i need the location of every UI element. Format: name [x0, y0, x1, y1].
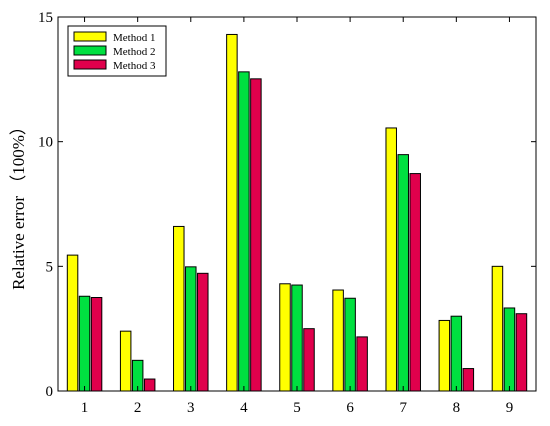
- bar-1-2: [119, 330, 132, 392]
- bar-2-6: [344, 297, 356, 392]
- legend-label: Method 1: [113, 32, 155, 44]
- x-tick-label: 8: [453, 400, 461, 416]
- bar-1-5: [279, 283, 291, 392]
- y-tick-label: 5: [46, 259, 54, 275]
- bar-1-7: [385, 127, 397, 392]
- bar-2-7: [397, 154, 409, 392]
- bar-2-1: [78, 295, 91, 392]
- x-tick-label: 6: [346, 400, 354, 416]
- bar-2-8: [450, 315, 463, 392]
- bar-3-6: [356, 336, 368, 392]
- y-tick-label: 15: [38, 10, 53, 26]
- bar-2-4: [238, 71, 250, 392]
- y-tick-label: 0: [46, 384, 54, 400]
- bar-2-9: [503, 307, 516, 392]
- legend-label: Method 3: [113, 60, 156, 72]
- x-tick-label: 1: [81, 400, 89, 416]
- bar-2-5: [291, 284, 303, 392]
- bar-3-1: [90, 297, 103, 392]
- bar-1-1: [66, 254, 79, 392]
- x-tick-label: 9: [506, 400, 514, 416]
- x-tick-label: 7: [399, 400, 407, 416]
- bar-3-3: [197, 272, 209, 392]
- legend-label: Method 2: [113, 46, 155, 58]
- bar-1-8: [438, 319, 451, 392]
- bar-3-7: [409, 173, 421, 392]
- bar-3-9: [515, 313, 528, 392]
- x-tick-label: 2: [134, 400, 142, 416]
- bar-3-5: [303, 328, 315, 392]
- y-tick-label: 10: [38, 135, 53, 151]
- y-axis-label: Relative error （100%）: [9, 118, 28, 290]
- bar-1-6: [332, 289, 344, 392]
- x-tick-label: 5: [293, 400, 301, 416]
- bar-3-4: [250, 78, 262, 392]
- legend-swatch: [73, 45, 107, 56]
- bar-3-2: [143, 378, 156, 392]
- x-tick-label: 4: [240, 400, 248, 416]
- legend-swatch: [73, 59, 107, 70]
- bar-1-9: [491, 265, 504, 392]
- bar-2-3: [185, 266, 197, 392]
- bar-1-3: [173, 225, 185, 392]
- x-tick-label: 3: [187, 400, 195, 416]
- legend-swatch: [73, 31, 107, 42]
- y-axis-ticks: 0 5 10 15: [38, 10, 536, 400]
- bar-3-8: [462, 368, 475, 392]
- bars-layer: [66, 33, 528, 392]
- bar-1-4: [226, 33, 238, 392]
- x-axis-ticks: 1 2 3 4 5 6 7 8 9: [81, 17, 513, 416]
- legend: Method 1 Method 2 Method 3: [67, 25, 167, 77]
